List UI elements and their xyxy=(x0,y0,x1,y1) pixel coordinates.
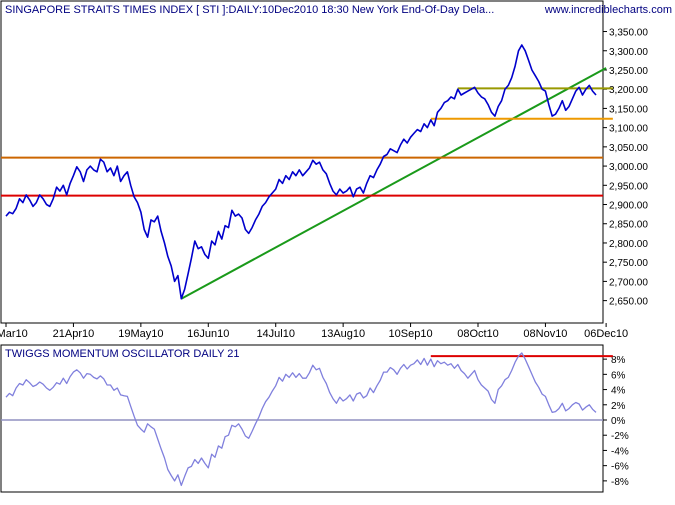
price-tick-label: 3,050.00 xyxy=(609,143,648,154)
price-tick-label: 3,100.00 xyxy=(609,124,648,135)
price-y-axis: 3,350.00 3,300.00 3,250.00 3,200.00 3,150.00… xyxy=(603,28,648,308)
date-tick-label: 08Oct10 xyxy=(457,328,499,340)
chart-title: SINGAPORE STRAITS TIMES INDEX [ STI ]:DA… xyxy=(5,4,494,16)
osc-tick-label: -8% xyxy=(611,477,629,488)
price-tick-label: 2,800.00 xyxy=(609,239,648,250)
date-tick-label: 14Jul10 xyxy=(256,328,295,340)
date-tick-label: 13Aug10 xyxy=(321,328,365,340)
price-tick-label: 2,750.00 xyxy=(609,258,648,269)
date-tick-label: 06Dec10 xyxy=(584,328,628,340)
date-tick-label: 19May10 xyxy=(118,328,163,340)
price-tick-label: 2,950.00 xyxy=(609,181,648,192)
date-tick-label: 16Jun10 xyxy=(187,328,229,340)
price-panel-frame xyxy=(0,0,604,324)
oscillator-panel-frame xyxy=(0,344,604,493)
price-tick-label: 3,350.00 xyxy=(609,28,648,39)
price-tick-label: 3,150.00 xyxy=(609,104,648,115)
price-annotation-lines xyxy=(1,67,613,300)
oscillator-title: TWIGGS MOMENTUM OSCILLATOR DAILY 21 xyxy=(5,348,240,360)
osc-tick-label: -2% xyxy=(611,431,629,442)
date-x-axis: 23Mar10 21Apr10 19May10 16Jun10 14Jul10 13Aug… xyxy=(0,323,628,340)
osc-tick-label: -4% xyxy=(611,446,629,457)
osc-tick-label: 8% xyxy=(611,355,626,366)
price-tick-label: 2,650.00 xyxy=(609,297,648,308)
osc-tick-label: 6% xyxy=(611,370,626,381)
oscillator-series-line xyxy=(5,352,597,487)
price-tick-label: 2,700.00 xyxy=(609,277,648,288)
trendline xyxy=(180,67,607,300)
price-tick-label: 2,900.00 xyxy=(609,201,648,212)
date-tick-label: 08Nov10 xyxy=(523,328,567,340)
price-tick-label: 3,200.00 xyxy=(609,85,648,96)
oscillator-annotation-lines xyxy=(1,355,613,421)
price-series-line xyxy=(5,44,597,300)
website-link[interactable]: www.incrediblecharts.com xyxy=(544,4,672,16)
price-tick-label: 3,250.00 xyxy=(609,66,648,77)
price-tick-label: 3,300.00 xyxy=(609,47,648,58)
price-tick-label: 2,850.00 xyxy=(609,220,648,231)
osc-tick-label: 2% xyxy=(611,401,626,412)
date-tick-label: 23Mar10 xyxy=(0,328,28,340)
osc-tick-label: -6% xyxy=(611,462,629,473)
date-tick-label: 21Apr10 xyxy=(53,328,95,340)
date-tick-label: 10Sep10 xyxy=(389,328,433,340)
price-series-group xyxy=(5,44,597,300)
oscillator-series-group xyxy=(5,352,597,487)
osc-tick-label: 0% xyxy=(611,416,626,427)
osc-tick-label: 4% xyxy=(611,386,626,397)
oscillator-y-axis: 8% 6% 4% 2% 0% -2% -4% -6% -8% xyxy=(603,355,629,488)
price-tick-label: 3,000.00 xyxy=(609,162,648,173)
